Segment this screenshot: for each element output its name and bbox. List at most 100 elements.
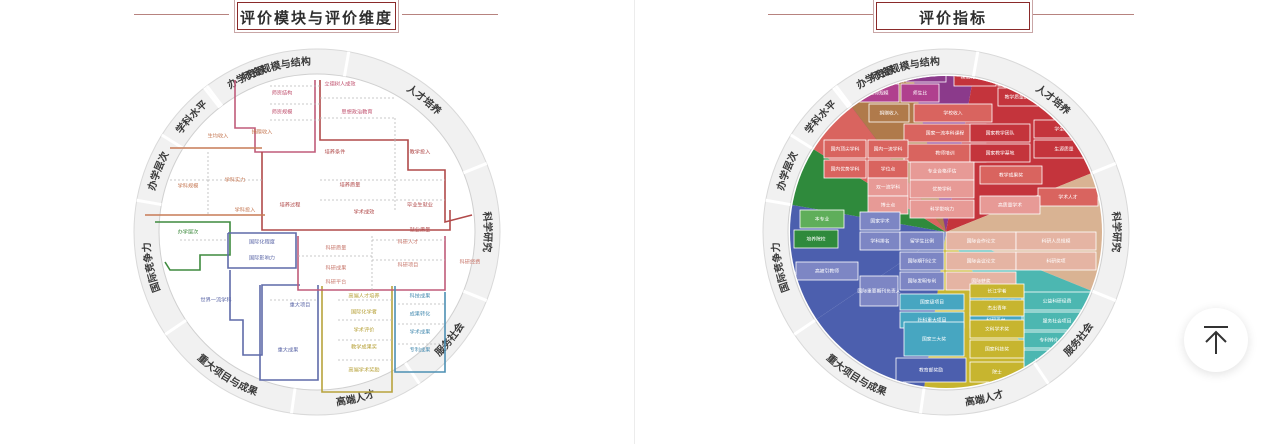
right-cell-label: 教育部奖励 (919, 367, 943, 374)
left-ring-separator (462, 289, 488, 302)
left-title-line-left (134, 14, 229, 15)
right-cell (859, 275, 899, 307)
right-cell-label: 文科学术奖 (985, 326, 1009, 333)
left-ring-separator (342, 51, 351, 77)
right-cell (795, 261, 859, 281)
right-cell-label: 教学质量执行 (1005, 94, 1034, 101)
left-ring-separator (136, 198, 162, 207)
left-ring-inner (158, 73, 476, 391)
right-cell-label: 高质量学术 (998, 202, 1022, 209)
right-ring-separator (1091, 289, 1117, 302)
left-cell-label: 国际影响力 (249, 254, 275, 262)
left-cell-label: 师资结构 (272, 89, 293, 97)
right-ring-separator (765, 198, 791, 207)
right-cell-label: 留学生比例 (910, 238, 934, 245)
right-cell-label: 学科排名 (870, 238, 889, 245)
panel-divider (634, 0, 635, 444)
left-cell-label: 毕业生就业 (407, 201, 433, 209)
left-cell-label: 高端学术奖励 (348, 366, 379, 374)
left-cell-label: 师资规模 (272, 108, 293, 116)
left-module-outline (155, 221, 231, 271)
right-ring-separator (832, 86, 850, 109)
right-cell-label: 博士点 (881, 202, 896, 209)
left-cell-label: 学科实力 (225, 176, 246, 184)
right-cell-label: 国家三大奖 (922, 336, 946, 343)
left-cell-label: 科研平台 (326, 278, 347, 286)
left-cell-label: 科技成果 (410, 292, 431, 300)
right-cell-label: 科研奖项 (1046, 258, 1065, 265)
left-module-outline (229, 270, 300, 356)
right-cell-label: 高被引教师 (815, 268, 839, 275)
right-cell (969, 339, 1025, 359)
right-cell-label: 学位点 (881, 166, 896, 173)
right-cell (905, 76, 947, 83)
left-module-outline (394, 286, 446, 373)
left-cell-label: 就业质量 (410, 226, 431, 234)
left-module-outline (259, 285, 319, 381)
left-cell-label: 培养条件 (325, 148, 346, 156)
right-title-line-left (768, 14, 874, 15)
right-cell-label: 国家科技奖 (985, 346, 1009, 353)
right-cell-label: 教师培训 (935, 150, 954, 157)
right-cell-label: 杰出青年 (987, 305, 1006, 312)
left-ring-separator (203, 86, 221, 109)
right-cell-label: 学校收入 (943, 110, 962, 117)
left-title-text: 评价模块与评价维度 (239, 9, 393, 27)
right-cell (969, 143, 1031, 163)
right-panel: 评价指标 师资规模与结构 人才培养 科学研究 服务社会 高端人才 重大项目与成果 国际竞争力… (634, 0, 1268, 444)
left-cell-label: 科研经费 (460, 258, 481, 266)
right-cell (867, 139, 909, 159)
left-cell-label: 教学成果奖 (351, 343, 377, 351)
right-cell (899, 251, 945, 271)
right-cell (859, 211, 901, 231)
right-ring-separator (834, 84, 853, 107)
right-cell-label: 专业合格评估 (928, 168, 957, 175)
left-cell-label: 学科规模 (178, 182, 199, 190)
right-cell-label: 国际期刊论文 (908, 258, 937, 265)
right-cell (895, 357, 967, 383)
right-title: 评价指标 (874, 2, 1030, 32)
right-cell-label: 科研人员规模 (1042, 238, 1071, 245)
left-diagram: 师资规模与结构人才培养科学研究服务社会高端人才重大项目与成果国际竞争力办学层次学… (133, 48, 501, 416)
back-to-top-button[interactable] (1184, 308, 1248, 372)
left-cell-label: 学术成果 (410, 328, 431, 336)
left-ring-separator (164, 319, 187, 336)
right-cell-label: 师生比 (913, 90, 928, 97)
right-cell-label: 培养院校 (806, 236, 825, 243)
right-cell (868, 103, 910, 123)
left-module-outline (261, 152, 451, 231)
right-cell-label: 国际发明专利 (908, 278, 937, 285)
right-cell-label: 社科重大项目 (918, 317, 947, 324)
right-cell-label: 学术人才 (1058, 194, 1077, 201)
right-cell-label: 长江学者 (987, 288, 1006, 295)
right-cell-label: 模范先进学生 (1005, 54, 1034, 61)
left-title-line-right (402, 14, 498, 15)
right-cell (909, 199, 975, 219)
left-cell-label: 培养质量 (340, 181, 361, 189)
right-cell-label: 国际重要期刊负责人 (857, 288, 900, 295)
right-cell-label: 教学成果奖 (999, 172, 1023, 179)
right-cell-label: 国家教学团队 (986, 130, 1015, 137)
right-cell-label: 院士 (992, 369, 1002, 376)
left-cell-label: 世界一流学科 (200, 296, 231, 304)
left-ring-separator (161, 133, 184, 150)
right-cell (799, 209, 845, 229)
left-module-outline (321, 286, 393, 393)
right-cell (913, 103, 993, 123)
left-cell-label: 生均收入 (208, 132, 229, 140)
right-cell (900, 83, 940, 103)
left-module-outline (319, 80, 473, 224)
left-cell-label: 学科投入 (235, 206, 256, 214)
left-cell-label: 成果转化 (410, 310, 431, 318)
right-cell-label: 国家级项目 (920, 299, 944, 306)
right-cell-label: 国内一流学科 (874, 146, 903, 153)
left-cell-label: 重大项目 (290, 301, 311, 309)
right-cell-label: 服务社会项目 (1043, 318, 1072, 325)
right-cell-label: 国家一流本科课程 (926, 130, 965, 137)
left-cell-label: 教学投入 (410, 148, 431, 156)
left-cell-label: 办学层次 (178, 228, 199, 236)
right-cell (979, 165, 1043, 185)
right-cell-label: 国际会议论文 (967, 258, 996, 265)
right-cell (899, 293, 965, 311)
